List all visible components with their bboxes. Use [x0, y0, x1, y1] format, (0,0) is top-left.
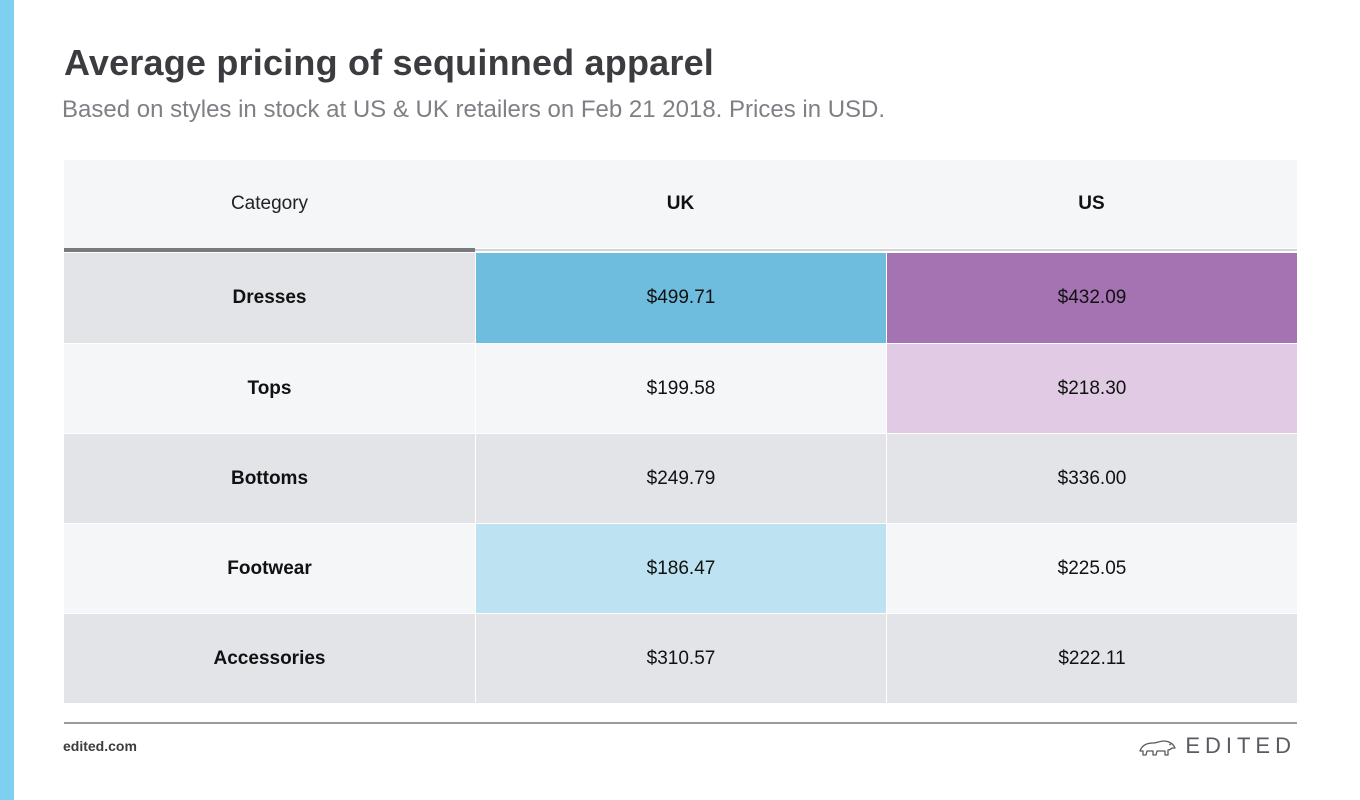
uk-price-cell: $199.58	[475, 343, 886, 433]
brand-name: EDITED	[1185, 733, 1296, 758]
table-row: Tops $199.58 $218.30	[64, 343, 1297, 433]
uk-price-cell: $499.71	[475, 253, 886, 343]
polar-bear-icon	[1139, 740, 1176, 756]
footer-divider	[64, 722, 1297, 724]
header-us: US	[1078, 193, 1105, 214]
us-price-cell: $225.05	[886, 523, 1297, 613]
table-row: Footwear $186.47 $225.05	[64, 523, 1297, 613]
us-price-cell: $336.00	[886, 433, 1297, 523]
header-category: Category	[230, 193, 309, 214]
table-body: Dresses $499.71 $432.09 Tops $199.58 $218.30 B…	[64, 253, 1297, 703]
us-price-cell: $222.11	[886, 613, 1297, 703]
header-rule	[64, 248, 1297, 253]
us-price-cell: $218.30	[886, 343, 1297, 433]
category-cell: Accessories	[64, 613, 475, 703]
brand-logo: EDITED	[1137, 733, 1296, 759]
uk-price-cell: $310.57	[475, 613, 886, 703]
header-rule-dark	[64, 248, 475, 252]
category-cell: Tops	[64, 343, 475, 433]
uk-price-cell: $186.47	[475, 523, 886, 613]
pricing-table: Category UK US Dresses $499.71 $432.09 Tops…	[64, 160, 1297, 703]
chart-subtitle: Based on styles in stock at US & UK reta…	[62, 96, 886, 123]
table-row: Bottoms $249.79 $336.00	[64, 433, 1297, 523]
category-cell: Footwear	[64, 523, 475, 613]
header-uk: UK	[666, 193, 695, 214]
footer-url: edited.com	[63, 738, 137, 754]
accent-bar	[0, 0, 14, 800]
table-row: Accessories $310.57 $222.11	[64, 613, 1297, 703]
chart-title: Average pricing of sequinned apparel	[64, 42, 715, 83]
category-cell: Dresses	[64, 253, 475, 343]
table-header: Category UK US	[64, 160, 1297, 248]
uk-price-cell: $249.79	[475, 433, 886, 523]
header-rule-light	[475, 249, 1297, 251]
category-cell: Bottoms	[64, 433, 475, 523]
table-row: Dresses $499.71 $432.09	[64, 253, 1297, 343]
us-price-cell: $432.09	[886, 253, 1297, 343]
